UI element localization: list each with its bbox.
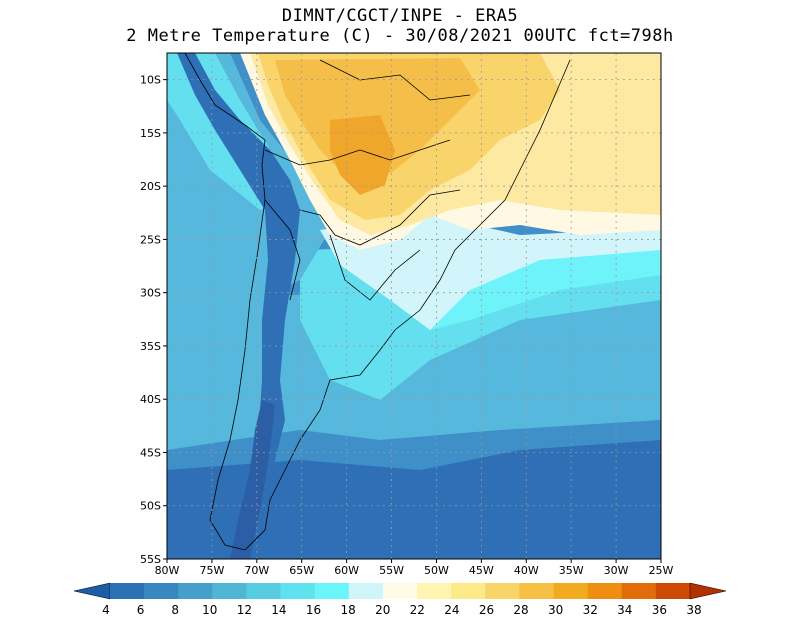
lon-tick-label: 45W [469,564,494,577]
colorbar-label: 16 [306,603,321,617]
map-frame [166,52,662,560]
colorbar-swatch [553,583,588,599]
colorbar-swatch [246,583,281,599]
coastlines [184,53,571,551]
colorbar-swatch [144,583,179,599]
lon-tick-label: 30W [604,564,629,577]
colorbar-swatch [348,583,384,599]
colorbar-swatch [212,583,247,599]
lon-tick-label: 80W [155,564,180,577]
atlantic-coastline [244,59,571,551]
pacific-coastline [184,53,266,551]
colorbar-label: 32 [583,603,598,617]
colorbar-label: 18 [340,603,355,617]
colorbar-swatch [519,583,554,599]
longitude-ticks: 80W 75W 70W 65W 60W 55W 50W 45W 40W 35W 30W 25W [155,559,674,577]
lon-tick-label: 25W [649,564,674,577]
colorbar-swatch [621,583,657,599]
map-title: DIMNT/CGCT/INPE - ERA5 [281,6,519,26]
temperature-field [167,53,661,559]
colorbar-swatch [280,583,316,599]
border-d [264,199,301,301]
colorbar-swatch [417,583,452,599]
colorbar-swatch [587,583,623,599]
lat-tick-label: 35S [140,340,161,353]
colorbar-label: 20 [375,603,390,617]
colorbar-label: 34 [617,603,632,617]
patagonia-cold [230,400,275,559]
lon-tick-label: 70W [244,564,269,577]
colorbar-label: 36 [652,603,667,617]
graticule [167,53,661,559]
lon-tick-label: 40W [514,564,539,577]
lat-tick-label: 55S [140,553,161,566]
colorbar-low-arrow [73,582,111,600]
colorbar-label: 10 [202,603,217,617]
map-subtitle: 2 Metre Temperature (C) - 30/08/2021 00U… [126,26,674,46]
colorbar-label: 38 [686,603,701,617]
colorbar-label: 4 [102,603,110,617]
lon-tick-label: 65W [289,564,314,577]
southern-deep-band [167,440,661,559]
colorbar: 4 6 8 10 12 14 16 18 20 22 24 26 28 30 32 34 36 38 [73,582,727,617]
colorbar-label: 22 [410,603,425,617]
colorbar-swatch [451,583,486,599]
border-e [319,59,471,101]
lon-tick-label: 35W [559,564,584,577]
colorbar-swatch [178,583,213,599]
lat-tick-label: 45S [140,446,161,459]
border-a [299,189,461,246]
colorbar-label: 6 [137,603,145,617]
colorbar-swatch [110,583,145,599]
colorbar-label: 12 [237,603,252,617]
colorbar-swatch [655,583,691,599]
lon-tick-label: 55W [379,564,404,577]
colorbar-label: 30 [548,603,563,617]
lat-tick-label: 15S [140,127,161,140]
lat-tick-label: 25S [140,233,161,246]
lon-tick-label: 50W [424,564,449,577]
border-b [264,139,451,166]
colorbar-swatch [314,583,350,599]
colorbar-label: 26 [479,603,494,617]
lat-tick-label: 30S [140,287,161,300]
lon-tick-label: 75W [199,564,224,577]
border-c [329,234,421,301]
lon-tick-label: 60W [334,564,359,577]
colorbar-label: 28 [513,603,528,617]
colorbar-label: 8 [171,603,179,617]
lat-tick-label: 50S [140,500,161,513]
colorbar-swatch [485,583,520,599]
lat-tick-label: 10S [140,74,161,87]
colorbar-label: 14 [271,603,286,617]
colorbar-label: 24 [444,603,459,617]
lat-tick-label: 20S [140,180,161,193]
lat-tick-label: 40S [140,393,161,406]
latitude-ticks: 10S 15S 20S 25S 30S 35S 40S 45S 50S 55S [140,74,167,566]
pale-cyan-zone [320,215,661,330]
colorbar-swatch [382,583,418,599]
colorbar-high-arrow [689,582,727,600]
